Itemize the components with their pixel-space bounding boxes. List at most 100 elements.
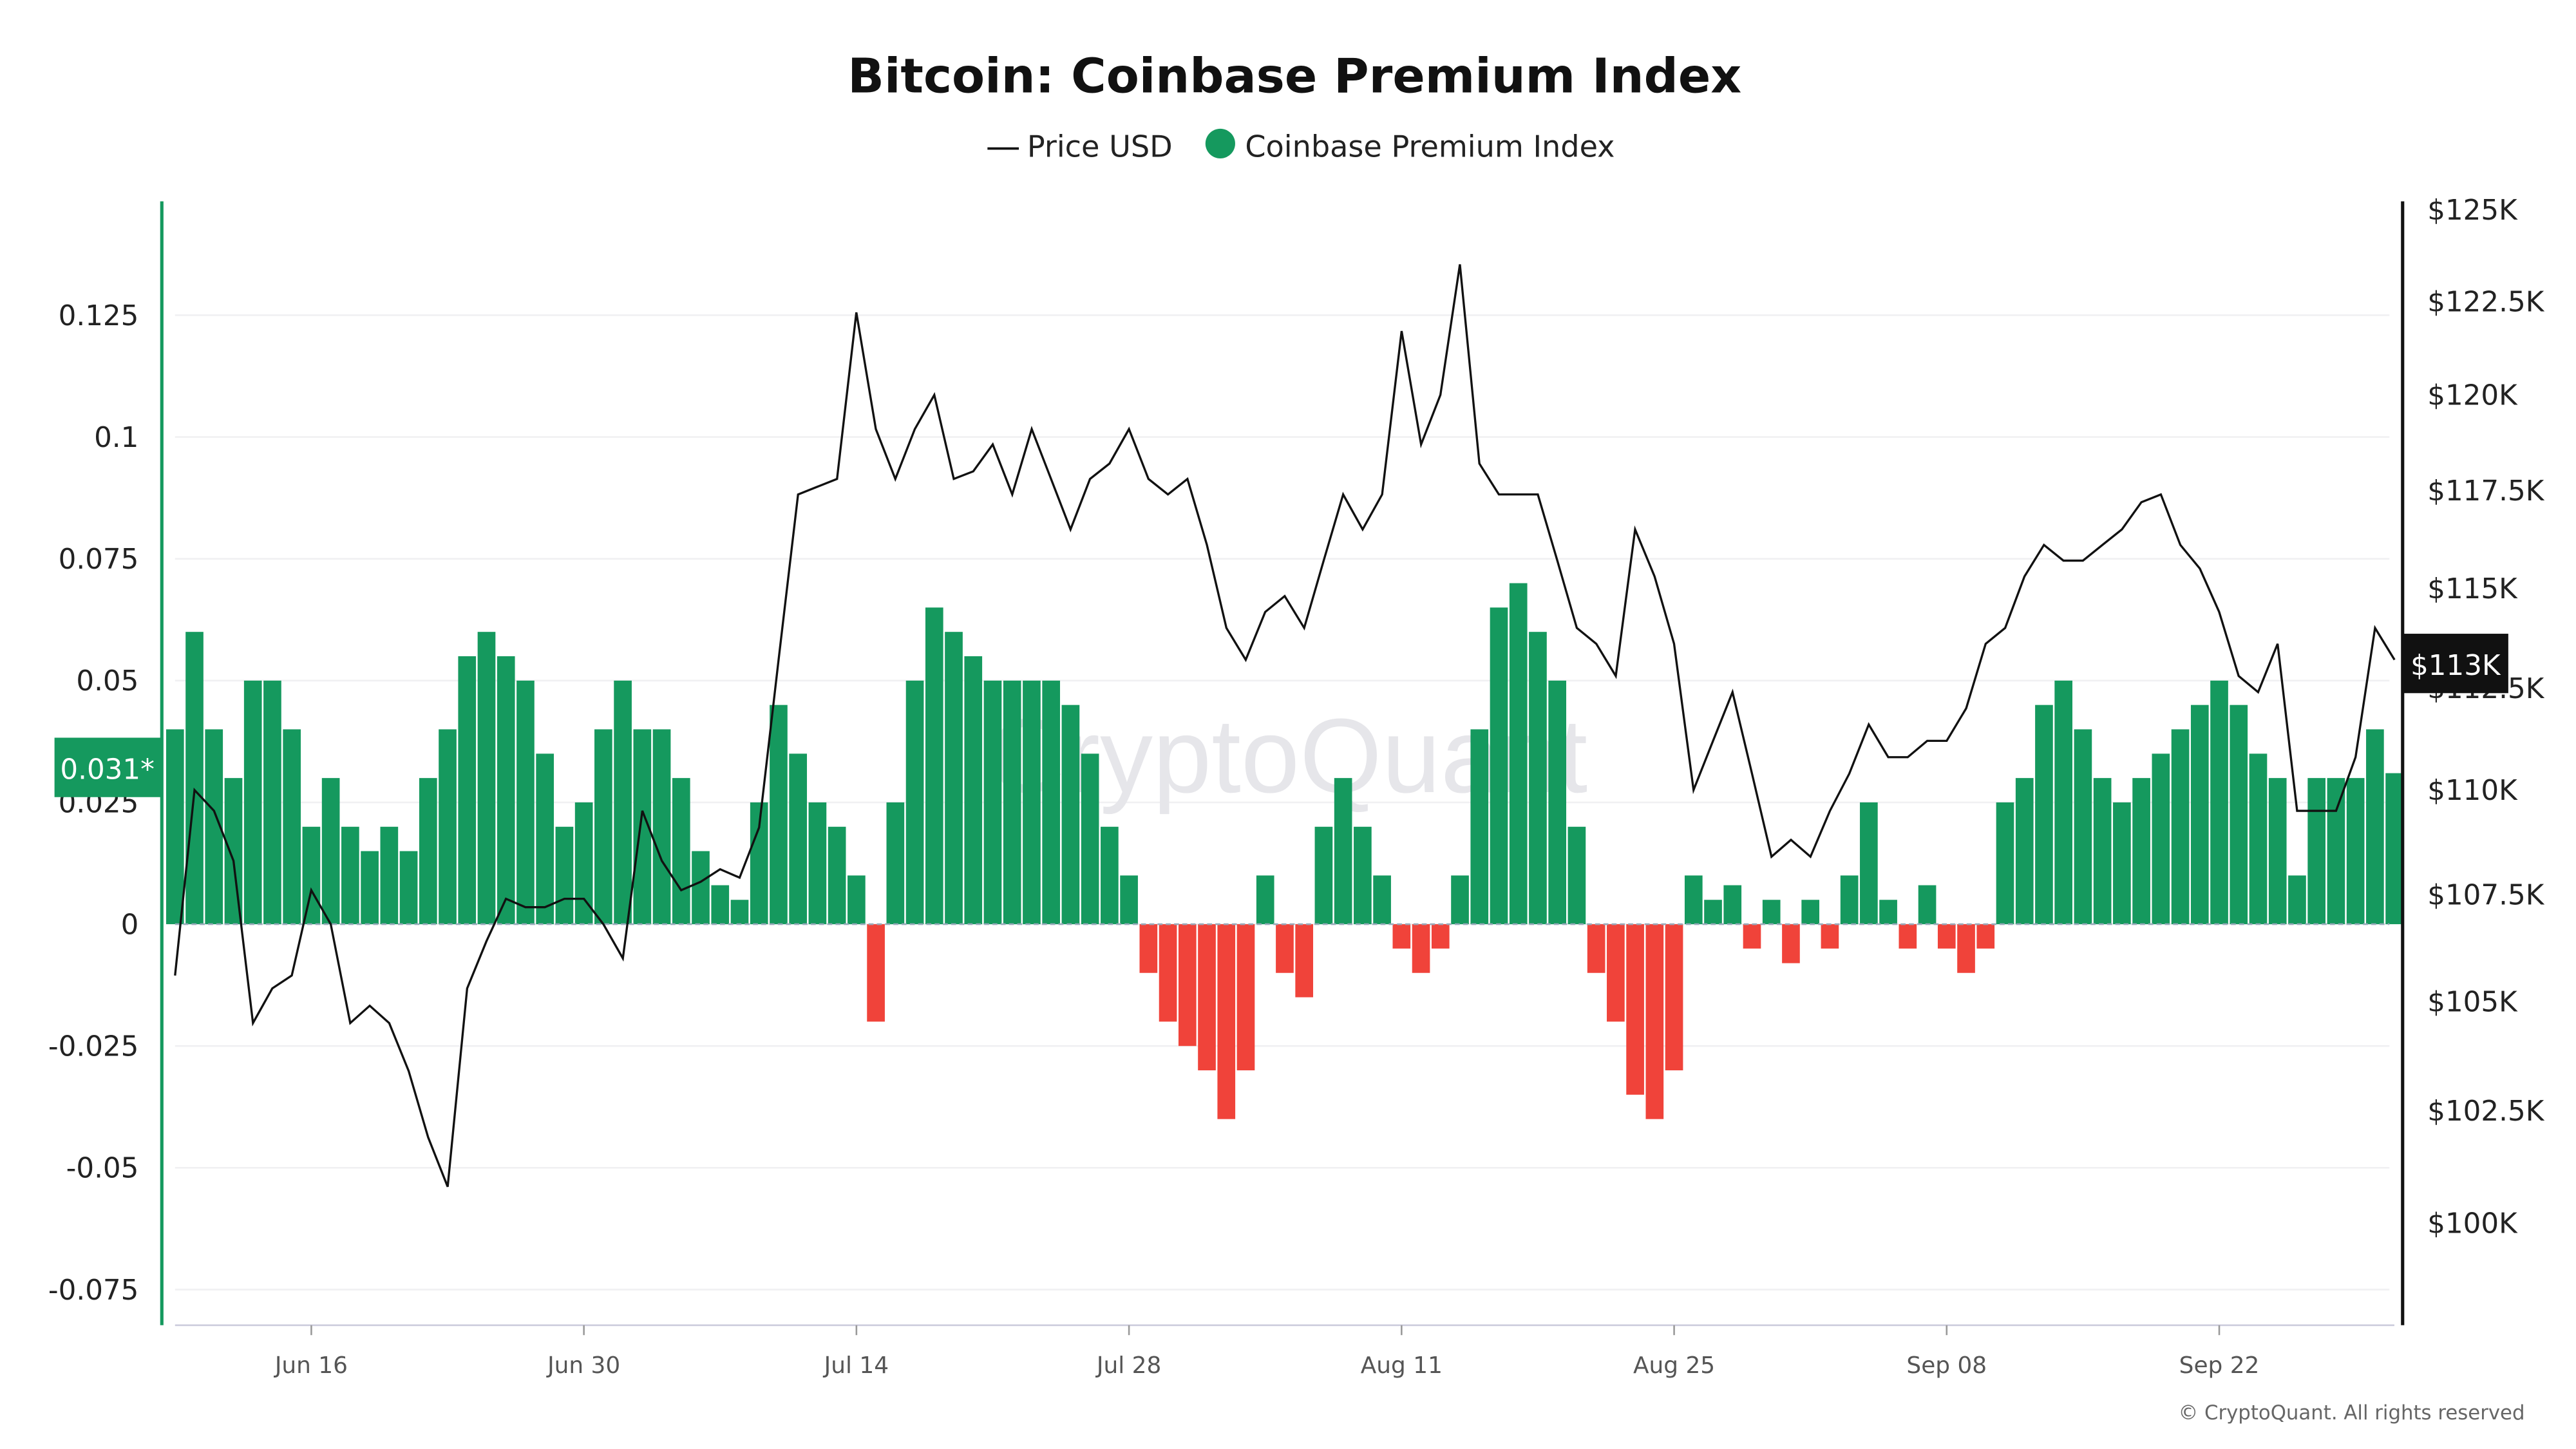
premium-bar bbox=[1198, 924, 1216, 1071]
premium-bar bbox=[1354, 826, 1372, 925]
premium-bar bbox=[2093, 778, 2112, 925]
premium-bar bbox=[1276, 924, 1294, 973]
premium-bar bbox=[1392, 924, 1411, 949]
left-tick-label: 0 bbox=[121, 909, 139, 941]
premium-bar bbox=[1840, 875, 1859, 925]
premium-bar bbox=[1801, 900, 1820, 925]
premium-bar bbox=[2268, 778, 2287, 925]
premium-bars bbox=[166, 583, 2403, 1119]
premium-bar bbox=[477, 632, 496, 925]
premium-bar bbox=[2210, 680, 2228, 925]
premium-bar bbox=[2171, 729, 2190, 925]
premium-bar bbox=[263, 680, 281, 925]
premium-bar bbox=[1431, 924, 1450, 949]
premium-bar bbox=[925, 607, 943, 925]
premium-bar bbox=[1918, 885, 1937, 925]
x-tick-label: Sep 22 bbox=[2179, 1352, 2260, 1379]
left-tick-label: -0.05 bbox=[66, 1153, 139, 1185]
premium-bar bbox=[166, 729, 184, 925]
chart-title: Bitcoin: Coinbase Premium Index bbox=[848, 48, 1741, 104]
right-tick-label: $100K bbox=[2427, 1208, 2518, 1240]
right-tick-label: $102.5K bbox=[2427, 1095, 2544, 1128]
premium-bar bbox=[808, 802, 827, 925]
legend-premium-marker bbox=[1205, 128, 1235, 159]
premium-bar bbox=[185, 632, 204, 925]
premium-bar bbox=[828, 826, 846, 925]
premium-bar bbox=[1081, 753, 1099, 925]
premium-bar bbox=[2190, 705, 2209, 925]
premium-bar bbox=[1470, 729, 1489, 925]
premium-bar bbox=[1645, 924, 1664, 1119]
premium-bar bbox=[243, 680, 262, 925]
premium-bar bbox=[419, 778, 437, 925]
premium-bar bbox=[1665, 924, 1683, 1071]
premium-bar bbox=[1529, 632, 1547, 925]
right-tick-label: $107.5K bbox=[2427, 879, 2544, 911]
premium-bar bbox=[1217, 924, 1236, 1119]
left-tick-label: 0.1 bbox=[94, 422, 138, 454]
premium-bar bbox=[1412, 924, 1430, 973]
premium-bar bbox=[594, 729, 612, 925]
copyright: © CryptoQuant. All rights reserved bbox=[2178, 1401, 2524, 1425]
premium-bar bbox=[341, 826, 359, 925]
premium-bar bbox=[2074, 729, 2092, 925]
premium-bar bbox=[1567, 826, 1586, 925]
premium-bar bbox=[1587, 924, 1605, 973]
premium-bar bbox=[1159, 924, 1177, 1022]
premium-bar bbox=[848, 875, 866, 925]
x-tick-label: Jun 30 bbox=[546, 1352, 620, 1379]
premium-bar bbox=[1101, 826, 1119, 925]
premium-bar bbox=[1723, 885, 1742, 925]
premium-bar bbox=[867, 924, 885, 1022]
premium-bar bbox=[1023, 680, 1041, 925]
premium-bar bbox=[983, 680, 1002, 925]
premium-bar bbox=[1120, 875, 1138, 925]
right-axis-ticks: $125K$122.5K$120K$117.5K$115K$112.5K$110… bbox=[2427, 194, 2544, 1240]
right-tick-label: $110K bbox=[2427, 775, 2518, 807]
x-tick-label: Jul 14 bbox=[823, 1352, 889, 1379]
left-tick-label: -0.025 bbox=[48, 1031, 138, 1063]
premium-bar bbox=[1996, 802, 2014, 925]
x-tick-label: Aug 11 bbox=[1361, 1352, 1443, 1379]
premium-bar bbox=[1860, 802, 1878, 925]
premium-bar bbox=[730, 900, 749, 925]
premium-current-badge: 0.031* bbox=[54, 737, 162, 797]
legend-price-label[interactable]: Price USD bbox=[1027, 129, 1173, 164]
legend-premium-label[interactable]: Coinbase Premium Index bbox=[1245, 129, 1615, 164]
premium-bar bbox=[614, 680, 632, 925]
right-tick-label: $105K bbox=[2427, 986, 2518, 1018]
premium-bar bbox=[399, 851, 418, 925]
right-tick-label: $122.5K bbox=[2427, 286, 2544, 318]
premium-bar bbox=[1743, 924, 1761, 949]
premium-bar bbox=[1879, 900, 1897, 925]
premium-bar bbox=[516, 680, 535, 925]
x-tick-label: Aug 25 bbox=[1633, 1352, 1715, 1379]
premium-bar bbox=[1061, 705, 1080, 925]
price-line bbox=[174, 264, 2396, 1188]
premium-bar bbox=[2327, 778, 2345, 925]
premium-bar bbox=[1334, 778, 1352, 925]
premium-bar bbox=[789, 753, 808, 925]
premium-bar bbox=[1607, 924, 1625, 1022]
right-tick-label: $125K bbox=[2427, 194, 2518, 227]
premium-bar bbox=[2249, 753, 2268, 925]
premium-bar bbox=[1937, 924, 1956, 949]
premium-bar bbox=[1684, 875, 1703, 925]
premium-current-value: 0.031* bbox=[60, 754, 155, 786]
premium-bar bbox=[1042, 680, 1061, 925]
premium-bar bbox=[886, 802, 905, 925]
premium-bar bbox=[2288, 875, 2306, 925]
premium-bar bbox=[945, 632, 963, 925]
premium-bar bbox=[2054, 680, 2073, 925]
premium-bar bbox=[1509, 583, 1528, 925]
premium-bar bbox=[2346, 778, 2365, 925]
premium-bar bbox=[1976, 924, 1995, 949]
premium-bar bbox=[1899, 924, 1917, 949]
premium-bar bbox=[672, 778, 690, 925]
right-tick-label: $115K bbox=[2427, 573, 2518, 605]
premium-bar bbox=[1490, 607, 1508, 925]
premium-bar bbox=[302, 826, 321, 925]
premium-bar bbox=[1782, 924, 1800, 963]
premium-bar bbox=[574, 802, 593, 925]
